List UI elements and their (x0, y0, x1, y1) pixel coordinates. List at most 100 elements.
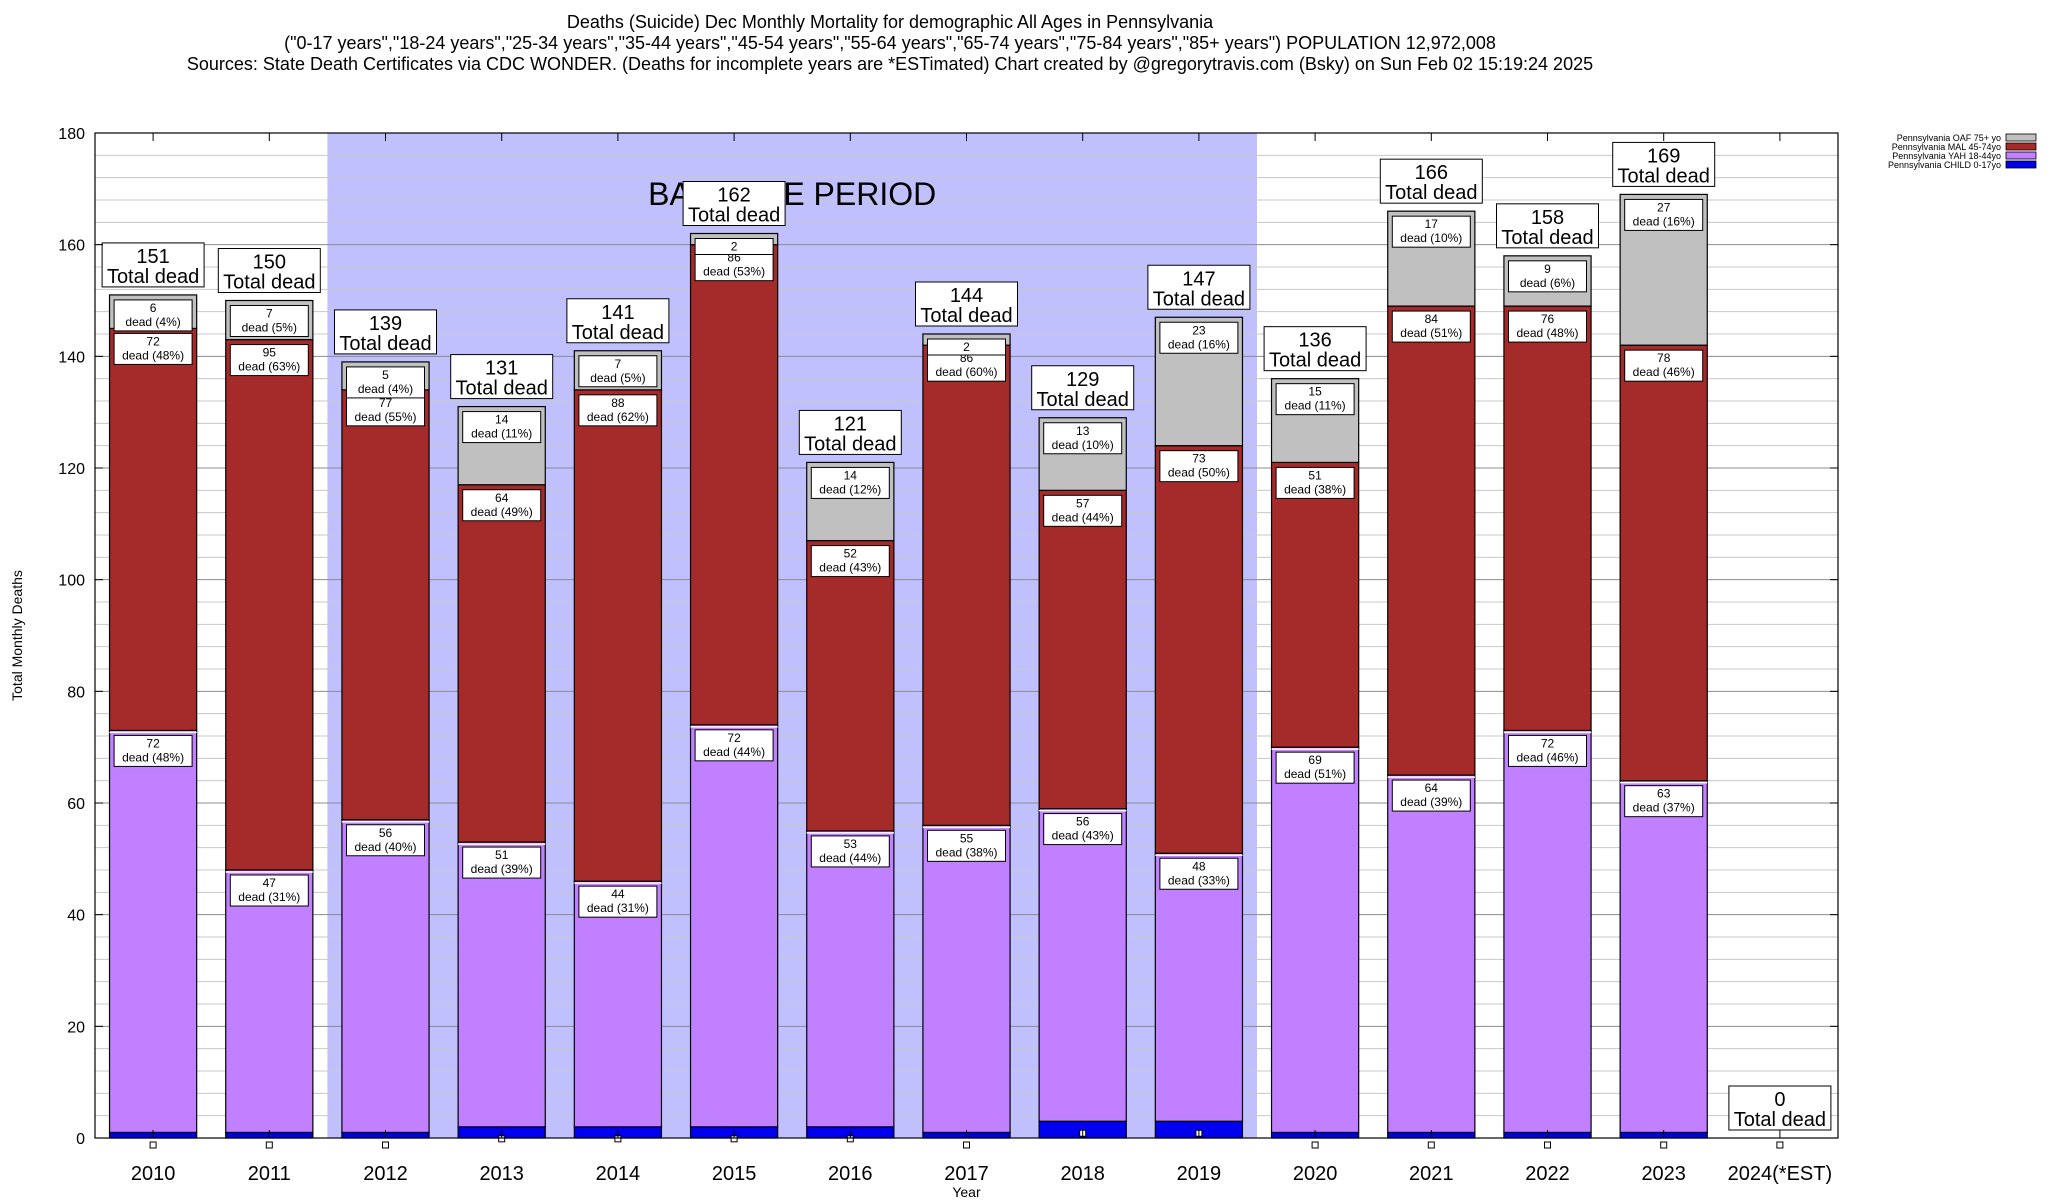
total-label-value: 144 (950, 285, 983, 307)
total-label-box (798, 409, 902, 455)
y-tick-label: 0 (76, 1131, 85, 1148)
legend-label: Pennsylvania MAL 45-74yo (1892, 142, 2001, 152)
total-label-value: 131 (485, 358, 518, 380)
x-axis-title: Year (952, 1184, 981, 1200)
total-label-value: 0 (1774, 1089, 1785, 1111)
legend-label: Pennsylvania OAF 75+ yo (1897, 133, 2001, 143)
label-yah-box (1391, 779, 1471, 812)
bar-point-marker (1776, 1141, 1784, 1149)
label-yah-value: 56 (379, 826, 393, 840)
x-tick-label: 2013 (479, 1163, 524, 1185)
label-oaf-box (578, 355, 658, 388)
label-mal-value: 51 (1308, 468, 1322, 482)
total-label-box (1496, 203, 1599, 249)
legend-swatch (2005, 133, 2037, 142)
total-label-box (915, 281, 1018, 327)
label-oaf-box (1624, 198, 1704, 231)
label-yah-box (810, 835, 890, 868)
label-mal-box (578, 394, 658, 427)
label-yah-value: 72 (727, 731, 741, 745)
label-yah-value: 64 (1425, 781, 1439, 795)
total-label-value: 136 (1298, 330, 1331, 352)
bar-segment-yah (457, 841, 546, 1128)
label-oaf-box (694, 238, 774, 255)
bar-segment-mal (1270, 461, 1360, 748)
label-oaf-value: 27 (1657, 200, 1671, 214)
legend-label: Pennsylvania CHILD 0-17yo (1888, 160, 2001, 170)
total-label-suffix: Total dead (1385, 182, 1477, 204)
total-label-suffix: Total dead (1734, 1109, 1826, 1131)
label-oaf: 2 (694, 238, 774, 255)
label-yah-pct: dead (44%) (703, 745, 765, 759)
label-oaf-value: 13 (1076, 424, 1090, 438)
label-mal-value: 95 (263, 346, 277, 360)
total-label-value: 129 (1066, 369, 1099, 391)
bar-segment-mal (1503, 305, 1592, 732)
label-yah-pct: dead (31%) (587, 901, 649, 915)
label-oaf-pct: dead (5%) (590, 371, 645, 385)
legend-label: Pennsylvania YAH 18-44yo (1892, 151, 2001, 161)
label-yah-box (113, 734, 193, 767)
x-tick-label: 2018 (1060, 1163, 1105, 1185)
label-yah-box (1508, 734, 1587, 767)
bar-segment-mal (457, 484, 546, 843)
total-label-suffix: Total dead (688, 205, 780, 227)
label-yah-box (1624, 785, 1704, 818)
label-mal-box (1508, 310, 1587, 343)
bar-segment-yah (689, 724, 779, 1128)
bar-segment-yah (1503, 729, 1592, 1134)
y-tick-label: 20 (67, 1019, 85, 1036)
label-mal-box (462, 489, 542, 522)
bar-point-marker (149, 1141, 157, 1149)
label-yah-value: 53 (844, 837, 858, 851)
bar-segment-yah (341, 819, 430, 1134)
bar-segment-mal (806, 539, 895, 832)
total-label-box (1147, 264, 1251, 310)
label-yah-pct: dead (37%) (1633, 801, 1695, 815)
label-oaf-value: 17 (1425, 217, 1439, 231)
label-oaf-box (346, 366, 425, 399)
label-mal-value: 78 (1657, 351, 1671, 365)
label-oaf-box (927, 338, 1006, 356)
label-mal-pct: dead (55%) (354, 410, 416, 424)
label-oaf-value: 15 (1308, 385, 1322, 399)
label-oaf-pct: dead (11%) (471, 427, 532, 441)
bar-point-marker (1544, 1141, 1551, 1149)
total-label-value: 141 (601, 302, 634, 324)
label-mal-pct: dead (62%) (587, 410, 649, 424)
x-tick-label: 2021 (1409, 1163, 1454, 1185)
label-yah-value: 51 (495, 848, 509, 862)
total-label-suffix: Total dead (1153, 288, 1245, 310)
total-label-suffix: Total dead (1501, 227, 1593, 249)
label-oaf-box (1391, 215, 1471, 248)
x-tick-label: 2016 (828, 1163, 873, 1185)
label-mal-pct: dead (53%) (703, 265, 765, 279)
label-yah-value: 72 (1541, 736, 1555, 750)
total-label-box (1031, 365, 1135, 411)
label-mal-box (1043, 494, 1123, 527)
bar-point-marker (1311, 1141, 1319, 1149)
label-oaf-box (229, 305, 309, 337)
label-oaf-pct: dead (10%) (1400, 231, 1462, 245)
label-mal-box (229, 344, 309, 377)
x-tick-label: 2020 (1293, 1163, 1338, 1185)
label-yah-pct: dead (39%) (471, 862, 533, 876)
